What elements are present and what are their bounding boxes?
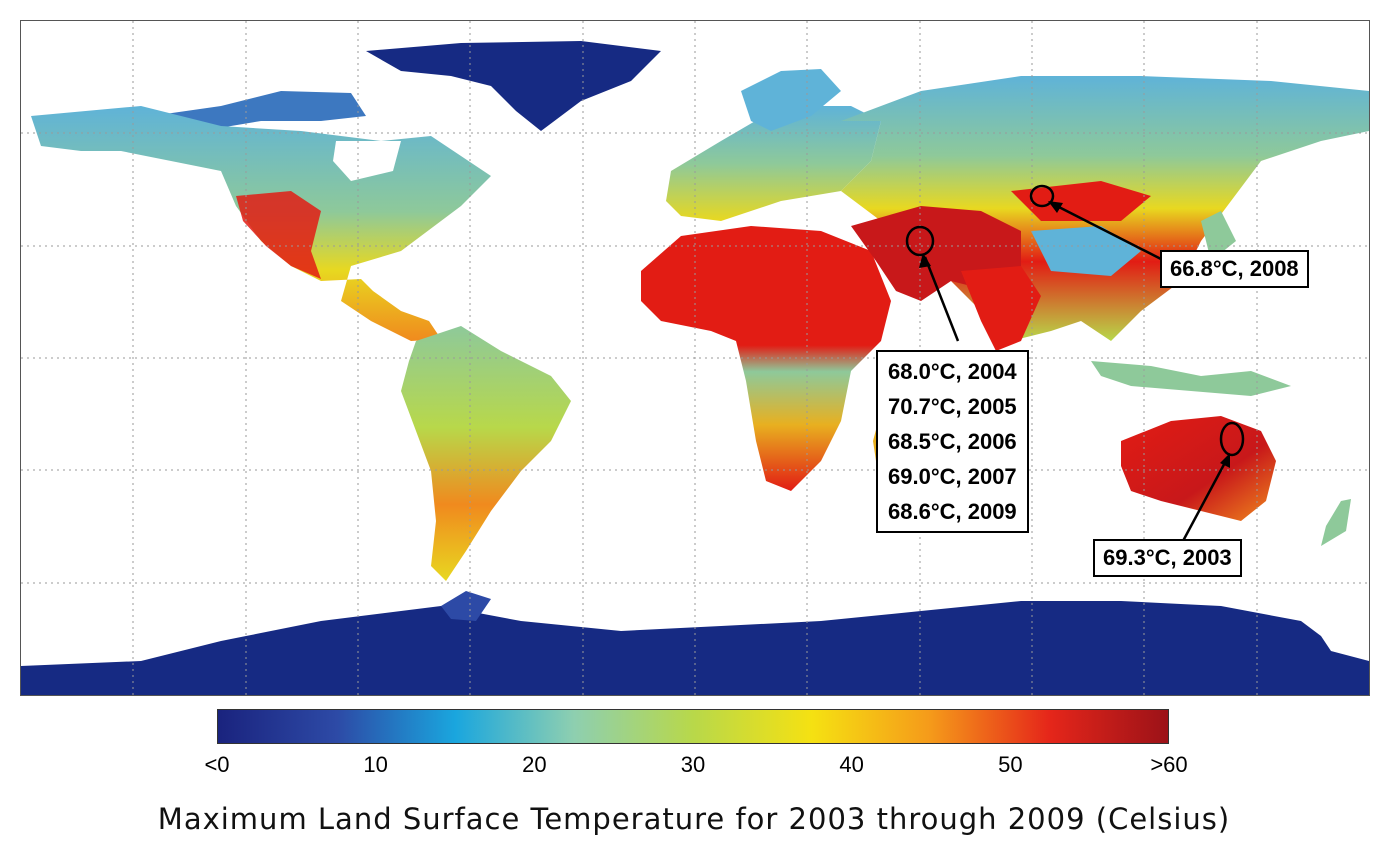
gobi-hot bbox=[1011, 181, 1151, 221]
annotation-line: 69.3°C, 2003 bbox=[1103, 545, 1232, 570]
colorbar bbox=[217, 709, 1169, 744]
colorbar-tick-label: 10 bbox=[363, 752, 388, 777]
map-canvas bbox=[21, 21, 1369, 695]
annotation-line: 70.7°C, 2005 bbox=[888, 394, 1017, 419]
antarctic-peninsula bbox=[441, 591, 491, 621]
colorbar-tick-label: >60 bbox=[1150, 752, 1188, 777]
annotation-line: 68.0°C, 2004 bbox=[888, 359, 1017, 384]
arctic-islands bbox=[151, 91, 366, 131]
hotspot-circle-australia bbox=[1219, 421, 1245, 457]
indonesia bbox=[1091, 361, 1291, 396]
arrow-head-mongolia bbox=[1048, 201, 1063, 213]
annotation-line: 68.5°C, 2006 bbox=[888, 429, 1017, 454]
arrow-iran bbox=[923, 256, 960, 342]
australia bbox=[1121, 416, 1276, 521]
annotation-line: 68.6°C, 2009 bbox=[888, 499, 1017, 524]
arrow-australia bbox=[1181, 456, 1230, 542]
annotation-line: 69.0°C, 2007 bbox=[888, 464, 1017, 489]
annotation-line: 66.8°C, 2008 bbox=[1170, 256, 1299, 281]
tibet bbox=[1031, 226, 1141, 276]
antarctica bbox=[21, 601, 1369, 695]
colorbar-tick-label: 40 bbox=[839, 752, 864, 777]
arrow-head-iran bbox=[919, 253, 931, 268]
japan bbox=[1201, 211, 1236, 261]
hudson-bay bbox=[333, 141, 401, 181]
southwest-hot bbox=[236, 191, 321, 279]
arrow-mongolia bbox=[1050, 201, 1162, 261]
arrow-head-australia bbox=[1220, 453, 1230, 468]
annotation-iran: 68.0°C, 2004 70.7°C, 2005 68.5°C, 2006 6… bbox=[876, 350, 1029, 533]
annotation-australia: 69.3°C, 2003 bbox=[1093, 539, 1242, 577]
arrows bbox=[919, 201, 1230, 542]
colorbar-tick-label: <0 bbox=[204, 752, 230, 777]
world-map: 66.8°C, 2008 68.0°C, 2004 70.7°C, 2005 6… bbox=[20, 20, 1370, 696]
colorbar-tick-label: 50 bbox=[998, 752, 1023, 777]
annotation-mongolia: 66.8°C, 2008 bbox=[1160, 250, 1309, 288]
graticule bbox=[21, 21, 1369, 695]
scandinavia bbox=[741, 69, 841, 131]
hotspot-circle-iran bbox=[905, 225, 935, 257]
colorbar-tick-label: 30 bbox=[680, 752, 706, 777]
colorbar-title: Maximum Land Surface Temperature for 200… bbox=[157, 802, 1231, 836]
europe bbox=[666, 106, 881, 221]
south-america bbox=[401, 326, 571, 581]
hotspot-circle-mongolia bbox=[1029, 184, 1055, 208]
india bbox=[961, 266, 1041, 351]
greenland bbox=[366, 41, 661, 131]
colorbar-tick-label: 20 bbox=[522, 752, 547, 777]
new-zealand bbox=[1321, 499, 1351, 546]
